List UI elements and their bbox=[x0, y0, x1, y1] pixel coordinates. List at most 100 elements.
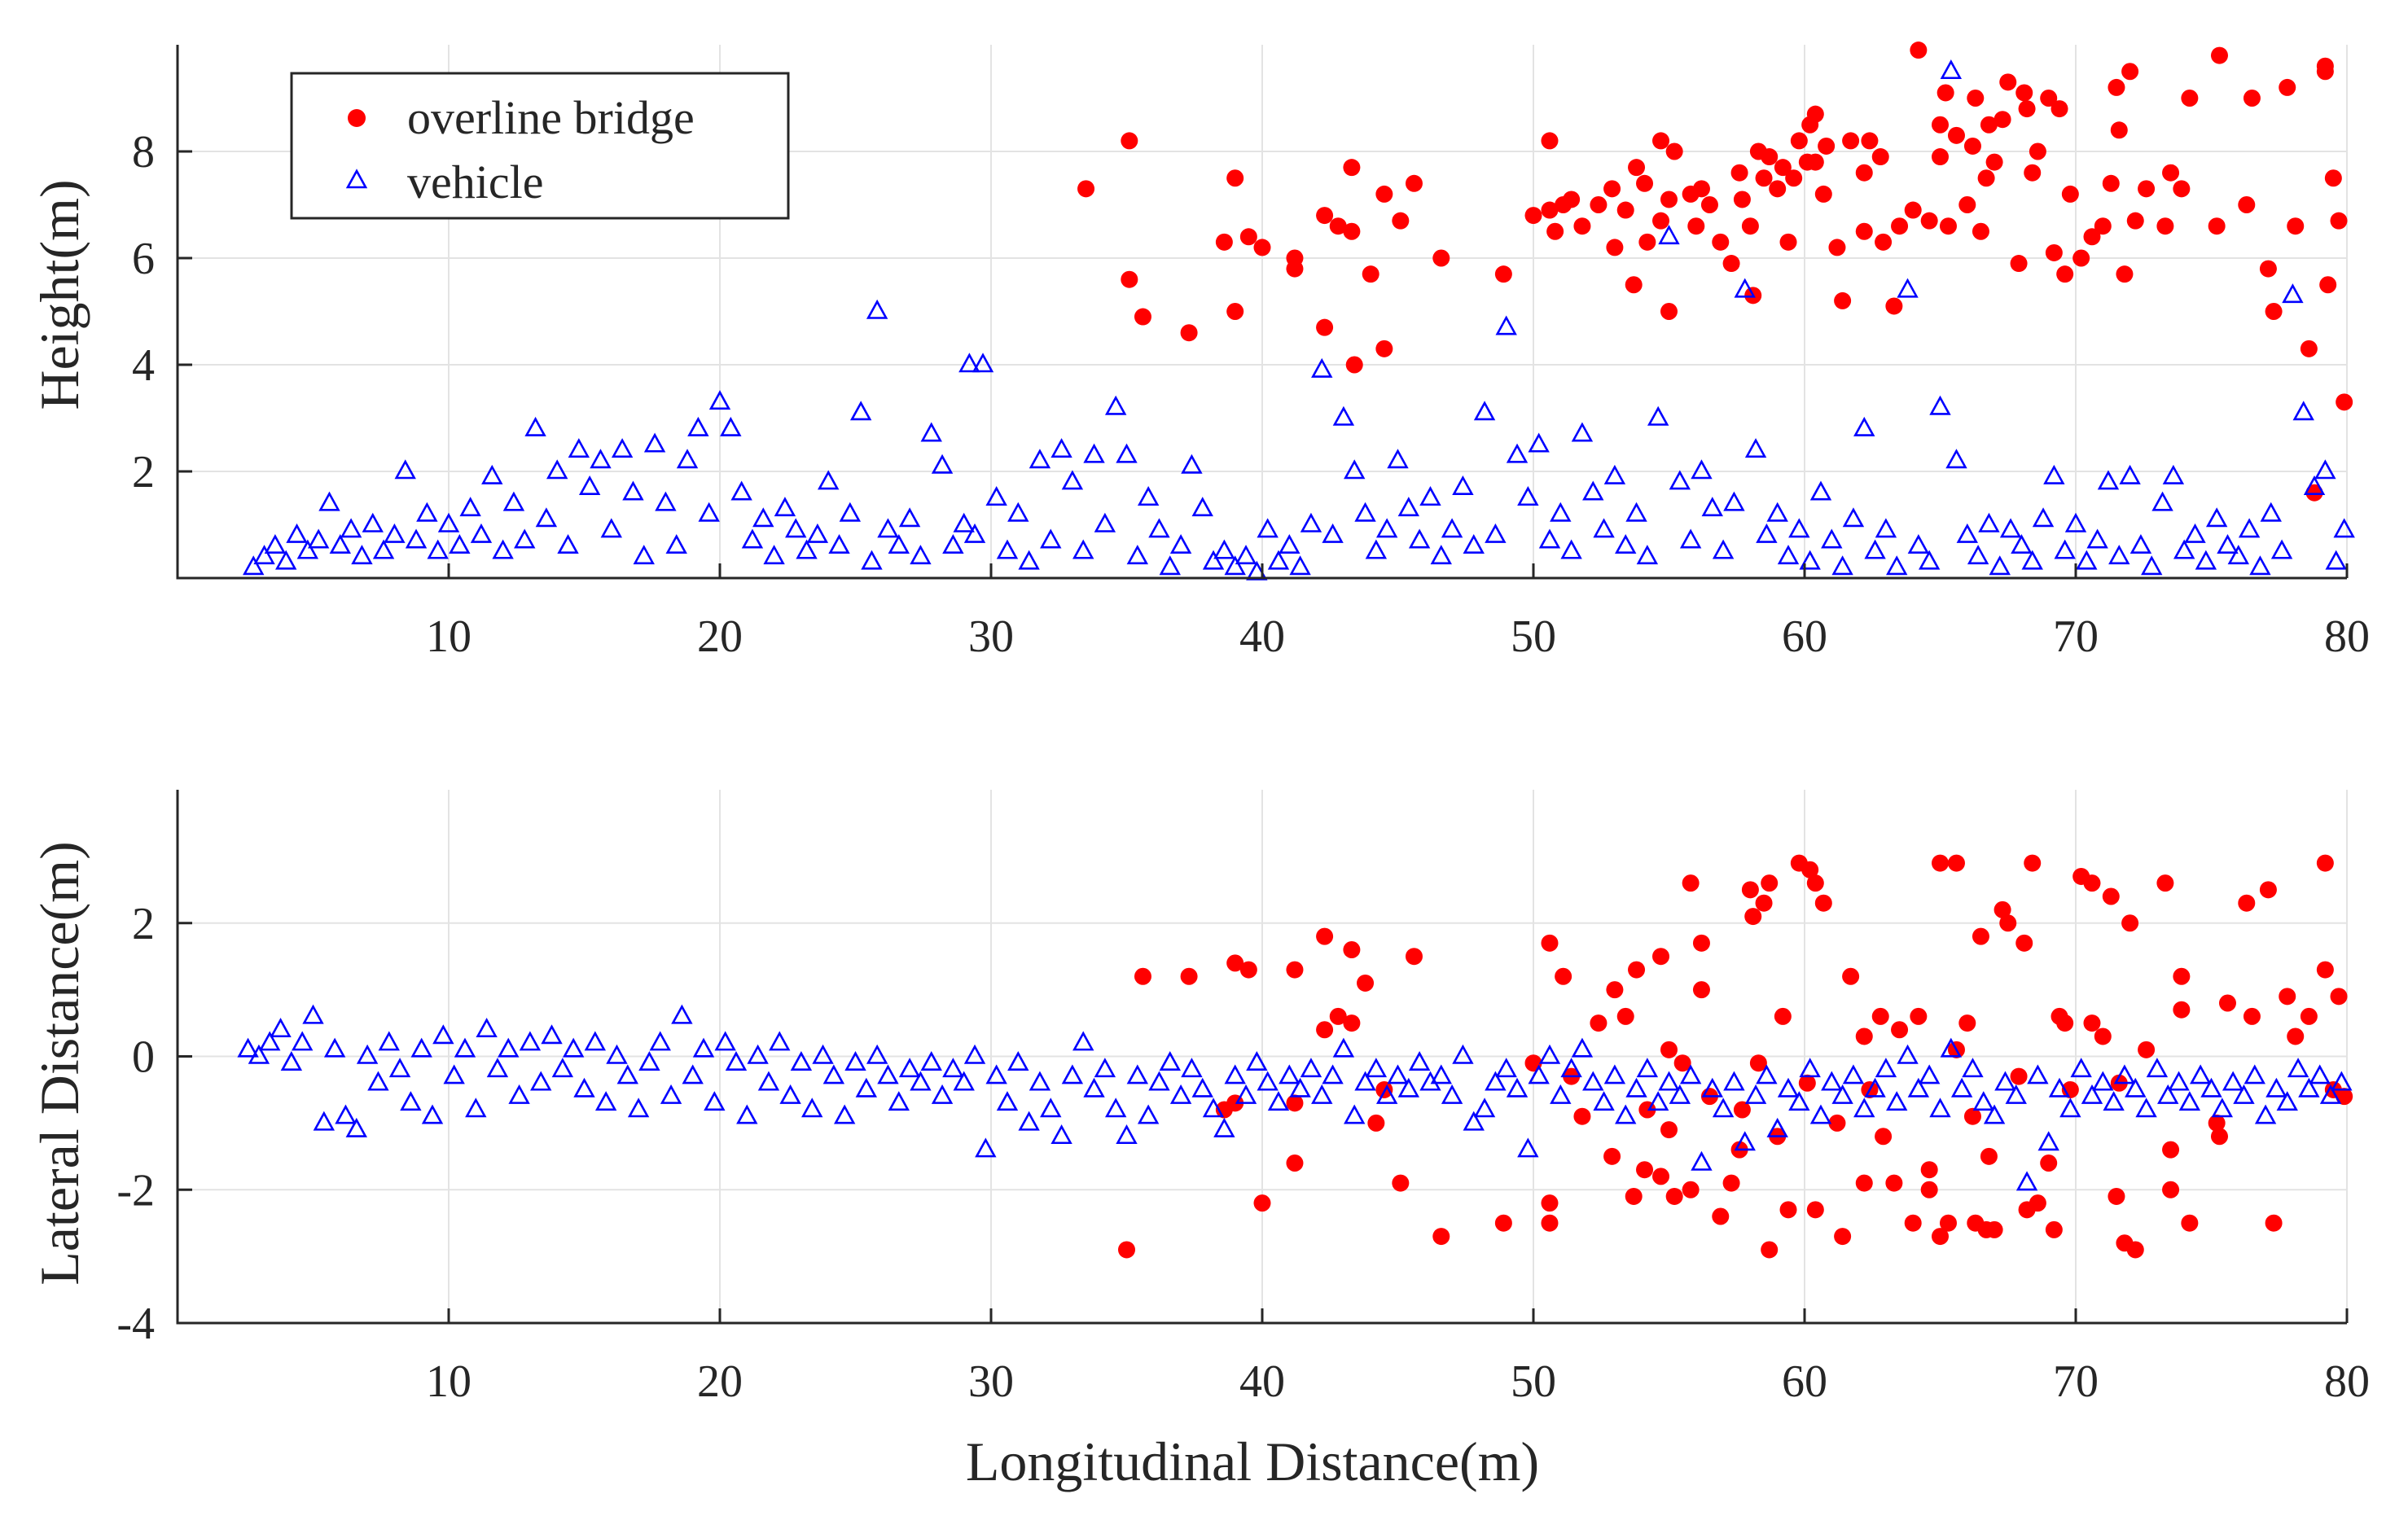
overline-bridge-point bbox=[1980, 1147, 1998, 1165]
vehicle-point bbox=[481, 464, 503, 484]
vehicle-point bbox=[1332, 405, 1355, 426]
overline-bridge-point bbox=[1555, 967, 1572, 985]
vehicle-point bbox=[2146, 1058, 2169, 1078]
vehicle-point bbox=[318, 491, 340, 511]
overline-bridge-point bbox=[2126, 212, 2144, 230]
vehicle-point bbox=[2103, 1091, 2125, 1111]
vehicle-point bbox=[286, 523, 308, 543]
overline-bridge-point bbox=[1861, 132, 1879, 150]
vehicle-point bbox=[861, 550, 883, 570]
vehicle-point bbox=[638, 1050, 660, 1071]
vehicle-point bbox=[296, 539, 319, 559]
vehicle-point bbox=[1344, 1104, 1366, 1124]
vehicle-point bbox=[1116, 1124, 1138, 1145]
overline-bridge-point bbox=[1121, 270, 1138, 288]
x-tick-label: 70 bbox=[2053, 611, 2099, 662]
vehicle-point bbox=[1929, 395, 1951, 415]
top-bridge-points bbox=[1077, 42, 2353, 502]
vehicle-point bbox=[1972, 1091, 1994, 1111]
overline-bridge-point bbox=[2279, 988, 2296, 1006]
vehicle-point bbox=[1463, 534, 1485, 554]
vehicle-point bbox=[1978, 512, 2000, 532]
overline-bridge-point bbox=[1253, 239, 1271, 256]
vehicle-point bbox=[898, 1058, 921, 1078]
vehicle-point bbox=[1691, 459, 1713, 480]
overline-bridge-point bbox=[2083, 874, 2101, 892]
overline-bridge-point bbox=[1118, 1241, 1135, 1259]
vehicle-point bbox=[1257, 1071, 1279, 1091]
vehicle-point bbox=[2292, 401, 2314, 421]
overline-bridge-point bbox=[2208, 217, 2226, 235]
vehicle-point bbox=[996, 1091, 1019, 1111]
vehicle-point bbox=[502, 491, 525, 511]
vehicle-point bbox=[649, 1031, 671, 1051]
overline-bridge-point bbox=[2287, 1027, 2305, 1045]
vehicle-point bbox=[2021, 550, 2043, 570]
overline-bridge-point bbox=[1636, 1161, 1654, 1179]
overline-bridge-point bbox=[1603, 180, 1621, 198]
vehicle-point bbox=[1257, 518, 1279, 538]
vehicle-point bbox=[833, 1104, 856, 1124]
vehicle-point bbox=[1007, 1050, 1029, 1071]
vehicle-point bbox=[427, 539, 449, 559]
overline-bridge-point bbox=[2110, 121, 2128, 139]
vehicle-point bbox=[2200, 1077, 2222, 1098]
vehicle-point bbox=[1148, 518, 1170, 538]
vehicle-point bbox=[1485, 1071, 1507, 1091]
overline-bridge-point bbox=[1904, 201, 1922, 219]
vehicle-point bbox=[2319, 1084, 2342, 1104]
overline-bridge-point bbox=[1573, 217, 1591, 235]
vehicle-point bbox=[2162, 464, 2185, 484]
overline-bridge-point bbox=[1972, 927, 1989, 945]
overline-bridge-point bbox=[2045, 243, 2063, 261]
vehicle-point bbox=[1279, 1064, 1300, 1084]
x-tick-label: 50 bbox=[1511, 611, 1556, 662]
overline-bridge-point bbox=[2108, 1187, 2125, 1205]
vehicle-point bbox=[2015, 1171, 2038, 1191]
vehicle-point bbox=[1224, 555, 1246, 576]
vehicle-point bbox=[985, 1064, 1007, 1084]
overline-bridge-point bbox=[1932, 116, 1949, 134]
overline-bridge-point bbox=[1546, 222, 1564, 240]
vehicle-point bbox=[1452, 1044, 1474, 1064]
vehicle-point bbox=[2244, 1064, 2265, 1084]
vehicle-point bbox=[2129, 534, 2152, 554]
vehicle-point bbox=[2070, 1058, 2092, 1078]
vehicle-point bbox=[1517, 1137, 1539, 1158]
overline-bridge-point bbox=[1692, 934, 1710, 952]
vehicle-point bbox=[1658, 225, 1680, 245]
vehicle-point bbox=[323, 1037, 346, 1058]
vehicle-point bbox=[676, 449, 699, 469]
vehicle-point bbox=[2086, 528, 2108, 549]
overline-bridge-point bbox=[1628, 159, 1646, 177]
vehicle-point bbox=[1387, 449, 1409, 469]
x-tick-label: 40 bbox=[1239, 1356, 1285, 1407]
vehicle-point bbox=[1945, 449, 1967, 469]
vehicle-point bbox=[1756, 523, 1778, 543]
overline-bridge-point bbox=[1798, 1074, 1816, 1092]
vehicle-point bbox=[307, 528, 330, 549]
vehicle-point bbox=[1267, 1091, 1290, 1111]
vehicle-point bbox=[828, 534, 850, 554]
overline-bridge-point bbox=[2024, 164, 2042, 182]
vehicle-point bbox=[465, 1098, 487, 1118]
overline-bridge-point bbox=[1541, 1194, 1559, 1212]
overline-bridge-point bbox=[1722, 1174, 1740, 1192]
vehicle-point bbox=[1365, 539, 1388, 559]
overline-bridge-point bbox=[2173, 180, 2191, 198]
overline-bridge-point bbox=[2316, 63, 2334, 81]
overline-bridge-point bbox=[1524, 207, 1542, 225]
vehicle-point bbox=[720, 416, 742, 436]
vehicle-point bbox=[1734, 278, 1756, 298]
vehicle-point bbox=[1603, 464, 1626, 484]
overline-bridge-point bbox=[1920, 1181, 1938, 1198]
overline-bridge-point bbox=[1779, 233, 1797, 251]
overline-bridge-point bbox=[1682, 1181, 1700, 1198]
overline-bridge-point bbox=[1652, 212, 1670, 230]
axis-lines bbox=[176, 790, 2347, 1325]
vehicle-point bbox=[747, 1044, 769, 1064]
top-panel: 10 20 30 40 50 60 70 80 2 4 6 8 Height(m) overline… bbox=[29, 42, 2370, 662]
vehicle-point bbox=[958, 353, 980, 373]
overline-bridge-point bbox=[1077, 180, 1095, 198]
vehicle-point bbox=[551, 1058, 574, 1078]
